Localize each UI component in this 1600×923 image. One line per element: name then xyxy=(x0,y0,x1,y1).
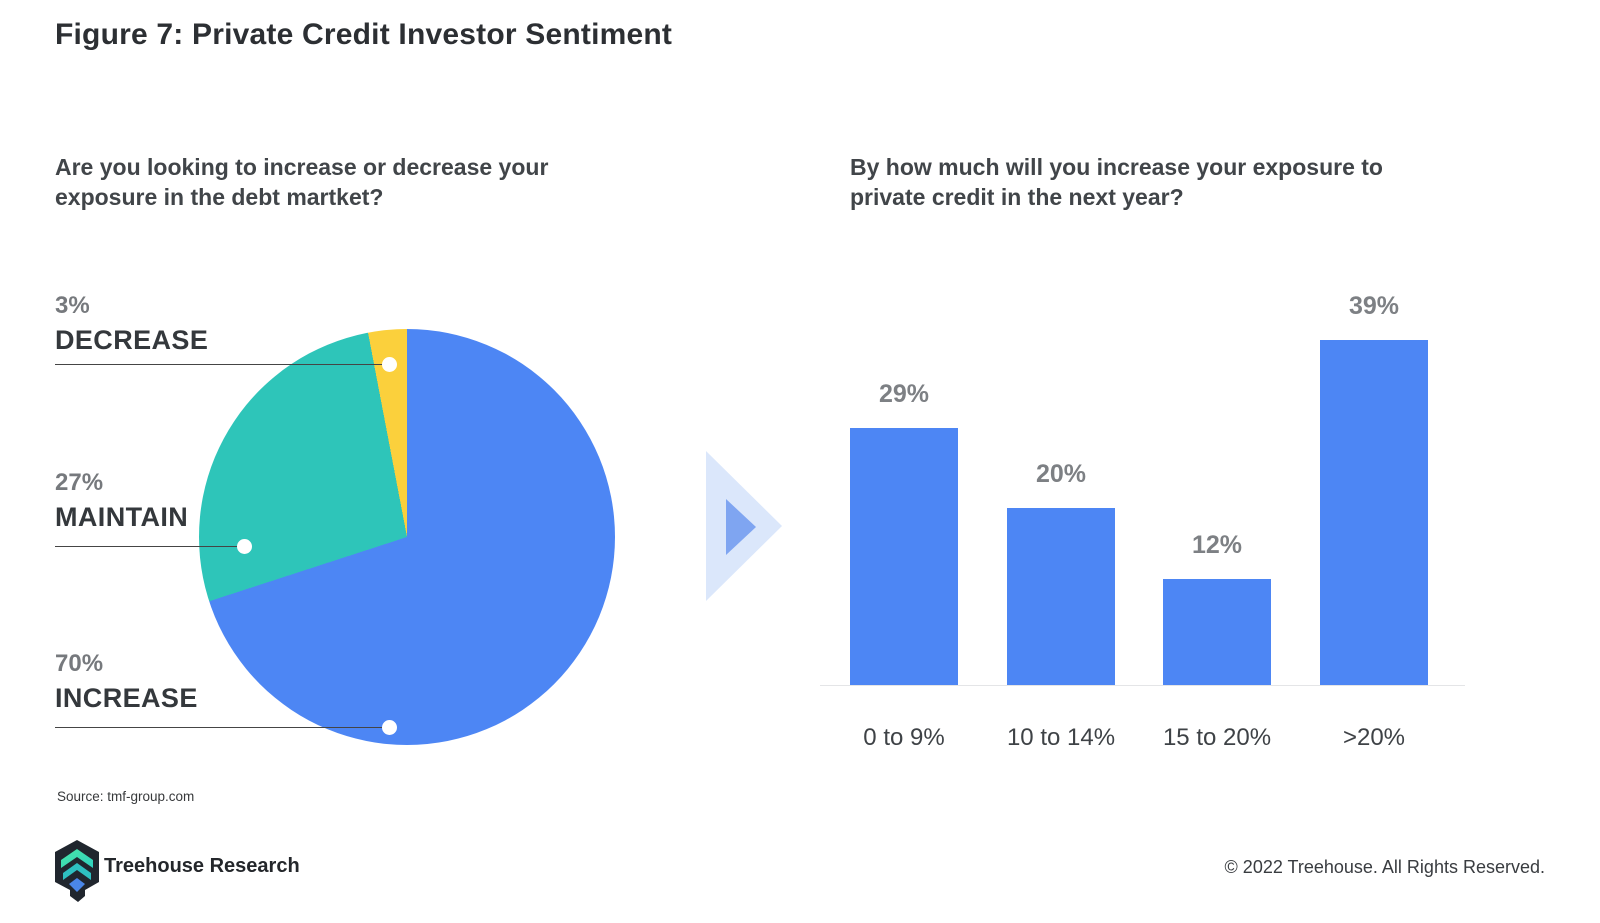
brand-name: Treehouse Research xyxy=(104,855,300,877)
source-note: Source: tmf-group.com xyxy=(57,789,195,804)
leader-dot-maintain xyxy=(237,539,252,554)
pie-decrease-percent: 3% xyxy=(55,292,90,319)
treehouse-logo-icon xyxy=(54,840,100,907)
pie-decrease-name: DECREASE xyxy=(55,325,209,355)
leader-dot-increase xyxy=(382,720,397,735)
pie-increase-name: INCREASE xyxy=(55,683,198,713)
pie-maintain-percent: 27% xyxy=(55,469,104,496)
bar-question: By how much will you increase your expos… xyxy=(850,154,1383,210)
bar-category-label: 0 to 9% xyxy=(863,724,945,751)
pie-maintain-name: MAINTAIN xyxy=(55,502,189,532)
bar-column: 20% 10 to 14% xyxy=(1007,280,1115,751)
leader-line-increase xyxy=(55,727,389,728)
bar-category-label: >20% xyxy=(1342,724,1406,751)
bar xyxy=(1163,579,1271,685)
bar-category-label: 15 to 20% xyxy=(1162,724,1272,751)
copyright-text: © 2022 Treehouse. All Rights Reserved. xyxy=(1224,857,1545,877)
bar-value-label: 39% xyxy=(1348,292,1400,320)
leader-line-maintain xyxy=(55,546,244,547)
pie-increase-percent: 70% xyxy=(55,650,104,677)
pie-label-maintain: 27% MAINTAIN xyxy=(55,467,188,535)
x-axis-baseline xyxy=(820,685,1465,686)
bar-value-label: 12% xyxy=(1191,531,1243,559)
pie-label-decrease: 3% DECREASE xyxy=(55,290,208,358)
pie-chart xyxy=(199,329,615,745)
bar xyxy=(1007,508,1115,685)
bar xyxy=(850,428,958,685)
bar-column: 39% >20% xyxy=(1320,280,1428,751)
pie-label-increase: 70% INCREASE xyxy=(55,648,198,716)
leader-line-decrease xyxy=(55,364,389,365)
arrow-right-icon xyxy=(704,450,786,607)
bar-category-label: 10 to 14% xyxy=(1006,724,1116,751)
figure-title: Figure 7: Private Credit Investor Sentim… xyxy=(55,18,673,51)
bar-chart: 29% 0 to 9% 20% 10 to 14% 12% 15 to 20% … xyxy=(820,280,1465,751)
bar-column: 12% 15 to 20% xyxy=(1163,280,1271,751)
bar-value-label: 20% xyxy=(1035,460,1087,488)
bar xyxy=(1320,340,1428,685)
leader-dot-decrease xyxy=(382,357,397,372)
bar-value-label: 29% xyxy=(878,380,930,408)
bar-column: 29% 0 to 9% xyxy=(850,280,958,751)
pie-question: Are you looking to increase or decrease … xyxy=(55,154,549,210)
